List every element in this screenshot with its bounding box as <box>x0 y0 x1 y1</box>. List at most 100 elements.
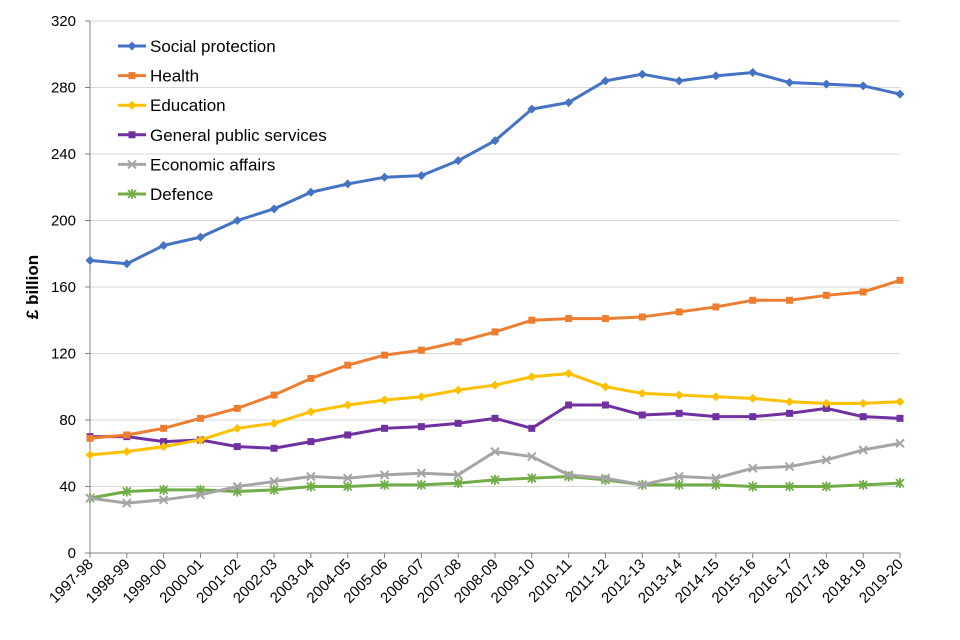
data-point <box>127 159 137 170</box>
data-point <box>564 368 574 378</box>
data-point <box>123 431 131 439</box>
data-point <box>453 470 463 480</box>
data-point <box>490 380 500 390</box>
series-social-protection <box>85 68 905 269</box>
y-axis-title: £ billion <box>23 255 42 319</box>
data-point <box>232 481 242 492</box>
data-point <box>416 479 427 490</box>
y-tick-label: 120 <box>51 346 76 363</box>
data-point <box>600 76 610 86</box>
data-point <box>712 413 720 421</box>
data-point <box>564 97 574 107</box>
data-point <box>233 404 241 412</box>
data-point <box>786 409 794 417</box>
data-point <box>491 328 499 336</box>
data-point <box>128 72 136 80</box>
data-point <box>858 445 868 455</box>
data-point <box>786 296 794 304</box>
data-point <box>528 424 536 432</box>
data-point <box>270 444 278 452</box>
data-point <box>269 418 279 428</box>
data-point <box>416 468 427 478</box>
data-point <box>269 484 279 495</box>
data-point <box>127 100 137 110</box>
series-education <box>85 368 905 460</box>
data-point <box>527 372 537 382</box>
data-point <box>895 438 905 448</box>
legend-item: Education <box>118 96 226 115</box>
data-point <box>821 79 831 89</box>
data-point <box>306 471 316 482</box>
data-point <box>712 303 720 311</box>
data-point <box>122 486 132 497</box>
y-tick-label: 320 <box>51 13 76 30</box>
data-point <box>527 451 537 462</box>
data-point <box>453 385 463 395</box>
data-point <box>160 438 168 446</box>
data-point <box>454 338 462 346</box>
data-point <box>269 476 279 487</box>
series-health <box>86 276 904 442</box>
legend-label: Defence <box>150 185 213 204</box>
data-point <box>159 442 169 452</box>
data-point <box>454 419 462 427</box>
y-tick-label: 240 <box>51 146 76 163</box>
data-point <box>417 423 425 431</box>
data-point <box>674 471 684 482</box>
data-point <box>85 450 95 460</box>
data-point <box>307 438 315 446</box>
data-point <box>159 240 169 250</box>
data-point <box>490 136 500 146</box>
data-point <box>859 413 867 421</box>
data-point <box>491 414 499 422</box>
data-point <box>344 431 352 439</box>
data-point <box>748 463 758 473</box>
data-point <box>858 479 868 490</box>
data-point <box>821 455 832 465</box>
data-point <box>711 71 721 81</box>
data-point <box>343 400 353 410</box>
data-point <box>127 189 137 199</box>
data-point <box>233 443 241 451</box>
data-point <box>822 291 830 299</box>
data-point <box>637 480 647 490</box>
data-point <box>600 382 610 392</box>
legend-label: Economic affairs <box>150 155 275 174</box>
data-point <box>638 411 646 419</box>
data-point <box>896 414 904 422</box>
legend-item: Health <box>118 67 199 86</box>
data-point <box>565 401 573 409</box>
data-point <box>122 259 132 269</box>
series-economic-affairs <box>85 438 905 508</box>
data-point <box>563 470 574 480</box>
data-point <box>675 409 683 417</box>
data-point <box>784 461 795 472</box>
data-point <box>637 69 647 79</box>
y-tick-label: 200 <box>51 213 76 230</box>
data-point <box>270 391 278 399</box>
data-point <box>269 204 279 214</box>
data-point <box>127 41 137 51</box>
data-point <box>895 397 905 407</box>
data-point <box>527 473 537 484</box>
data-point <box>565 315 573 323</box>
data-point <box>416 171 426 181</box>
data-point <box>158 484 169 495</box>
data-point <box>711 473 721 483</box>
data-point <box>158 495 169 505</box>
data-point <box>196 414 204 422</box>
data-point <box>527 104 537 114</box>
legend-label: General public services <box>150 126 327 145</box>
data-point <box>749 296 757 304</box>
data-point <box>86 434 94 442</box>
y-tick-label: 0 <box>68 545 76 562</box>
data-point <box>128 131 136 139</box>
data-point <box>896 276 904 284</box>
data-point <box>85 255 95 265</box>
y-tick-label: 80 <box>59 412 76 429</box>
legend-item: Defence <box>118 185 213 204</box>
series-defence <box>85 471 905 504</box>
y-tick-labels: 0 40 80 120 160 200 240 280 320 <box>51 13 76 562</box>
gridlines <box>90 20 900 487</box>
